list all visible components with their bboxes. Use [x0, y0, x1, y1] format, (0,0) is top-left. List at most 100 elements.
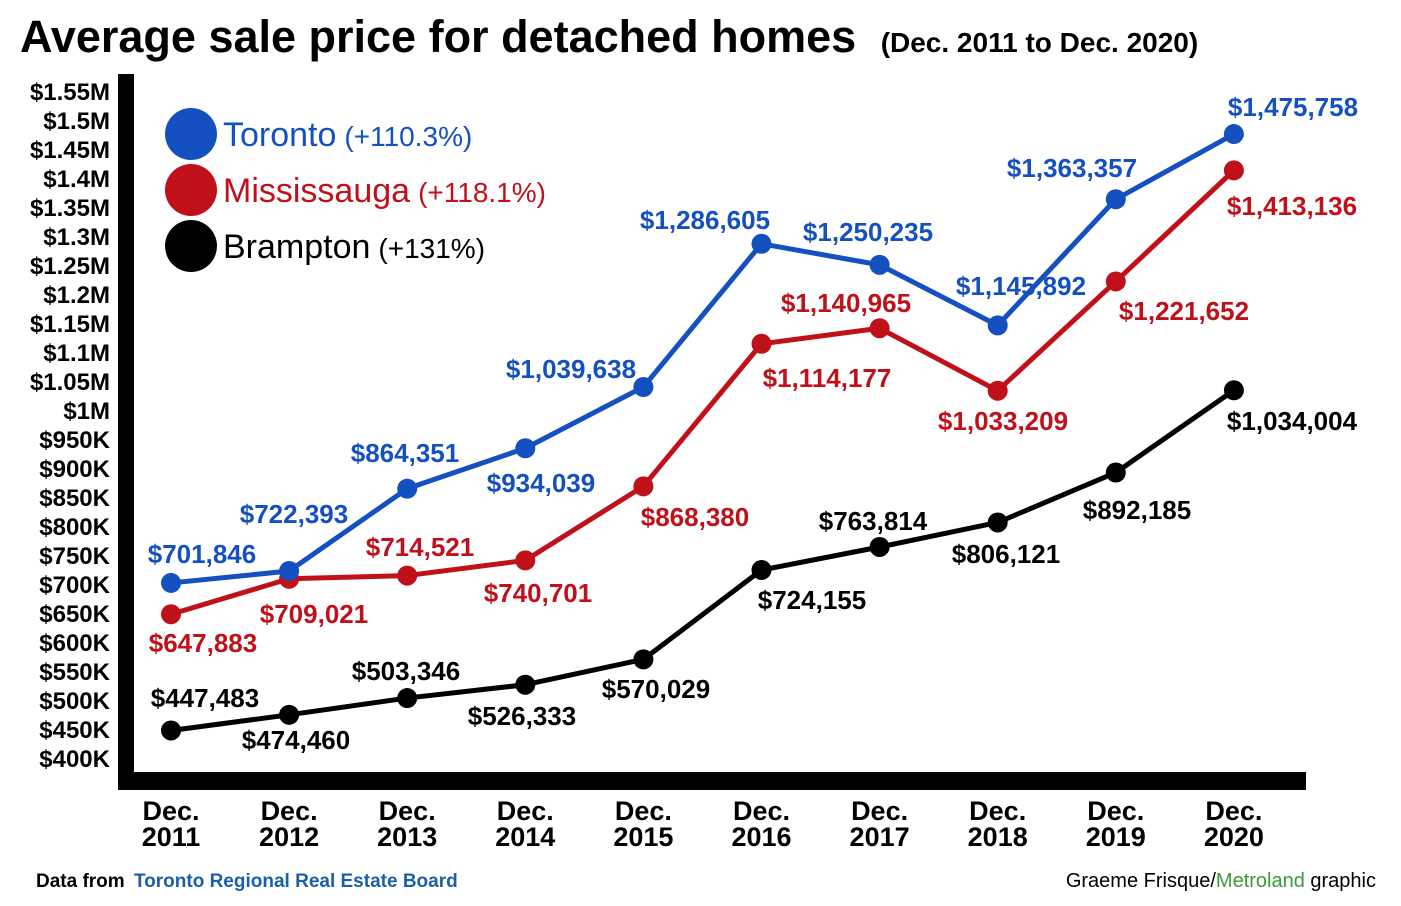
data-label: $647,883 — [149, 628, 257, 658]
data-label: $724,155 — [758, 585, 866, 615]
legend-series-change: (+110.3%) — [344, 121, 472, 152]
series-brampton: $447,483 $474,460 $503,346 $526,333 $570,029… — [151, 380, 1358, 755]
x-tick-label-month: Dec. — [733, 796, 790, 826]
y-tick-label: $800K — [39, 514, 110, 541]
data-label: $526,333 — [468, 701, 576, 731]
x-tick-label-year: 2016 — [731, 822, 791, 852]
y-tick-label: $1.2M — [43, 282, 110, 309]
legend-item-toronto: Toronto (+110.3%) — [165, 108, 472, 160]
data-point — [1223, 380, 1244, 401]
data-label: $806,121 — [952, 539, 1060, 569]
x-tick-label-month: Dec. — [851, 796, 908, 826]
y-tick-label: $550K — [39, 659, 110, 686]
data-label: $1,286,605 — [640, 205, 770, 235]
y-tick-label: $600K — [39, 630, 110, 657]
data-label: $763,814 — [819, 506, 928, 536]
x-tick-label-year: 2019 — [1086, 822, 1146, 852]
data-label: $1,114,177 — [763, 363, 892, 393]
y-tick-label: $1.55M — [30, 79, 110, 106]
credit-suffix: graphic — [1305, 870, 1376, 892]
data-point — [751, 333, 772, 354]
x-tick-label-year: 2011 — [142, 822, 201, 852]
data-label: $868,380 — [641, 502, 749, 532]
y-tick-label: $1.5M — [43, 108, 110, 135]
x-tick-label-month: Dec. — [261, 796, 318, 826]
data-label: $1,039,638 — [506, 354, 636, 384]
data-point — [869, 536, 890, 557]
legend-label: Brampton (+131%) — [223, 228, 485, 266]
legend-item-brampton: Brampton (+131%) — [165, 220, 485, 272]
data-label: $1,033,209 — [938, 406, 1068, 436]
y-tick-label: $500K — [39, 688, 110, 715]
data-point — [987, 512, 1008, 533]
data-label: $892,185 — [1083, 495, 1191, 525]
x-tick-label-month: Dec. — [379, 796, 436, 826]
y-tick-label: $1.4M — [43, 166, 110, 193]
y-tick-label: $1.1M — [43, 340, 110, 367]
series-line — [170, 388, 1236, 733]
y-tick-label: $650K — [39, 601, 110, 628]
data-label: $709,021 — [260, 599, 368, 629]
x-tick-label-year: 2013 — [377, 822, 437, 852]
y-tick-label: $1.3M — [43, 224, 110, 251]
data-point — [869, 318, 890, 339]
y-tick-label: $1.25M — [30, 253, 110, 280]
x-tick-label-month: Dec. — [969, 796, 1026, 826]
series-line — [170, 131, 1236, 586]
credit-org: Metroland — [1216, 870, 1305, 892]
data-label: $934,039 — [487, 468, 595, 498]
title-text: Average sale price for detached homes — [20, 11, 856, 62]
data-point — [161, 604, 181, 625]
data-point — [1223, 160, 1244, 181]
subtitle-text: (Dec. 2011 to Dec. 2020) — [881, 27, 1199, 58]
x-tick-label-year: 2015 — [613, 822, 673, 852]
data-point — [751, 233, 772, 254]
legend-series-name: Toronto — [223, 116, 336, 154]
legend-item-mississauga: Mississauga (+118.1%) — [165, 164, 546, 216]
data-point — [751, 559, 772, 580]
legend-label: Mississauga (+118.1%) — [223, 172, 546, 210]
x-tick-label-year: 2012 — [259, 822, 319, 852]
y-tick-label: $900K — [39, 456, 110, 483]
data-point — [1105, 271, 1126, 292]
legend-series-name: Brampton — [223, 228, 370, 266]
data-label: $570,029 — [602, 674, 710, 704]
y-tick-label: $1.05M — [30, 369, 110, 396]
data-point — [987, 380, 1008, 401]
chart-title: Average sale price for detached homes (D… — [20, 11, 1198, 62]
x-tick-label-month: Dec. — [615, 796, 672, 826]
data-label: $1,140,965 — [781, 288, 911, 318]
x-tick-label-month: Dec. — [1087, 796, 1144, 826]
data-point — [869, 254, 890, 275]
data-point — [397, 478, 418, 499]
data-point — [1105, 462, 1126, 483]
legend-marker — [165, 108, 217, 160]
data-point — [515, 550, 536, 571]
source-name: Toronto Regional Real Estate Board — [134, 871, 458, 892]
y-tick-label: $1M — [63, 398, 110, 425]
legend-marker — [165, 220, 217, 272]
legend-marker — [165, 164, 217, 216]
data-label: $701,846 — [148, 539, 256, 569]
data-point — [1105, 189, 1126, 210]
data-label: $447,483 — [151, 683, 259, 713]
series-toronto: $701,846 $722,393 $864,351 $934,039 $1,039,6… — [148, 92, 1358, 593]
data-point — [515, 674, 536, 695]
y-tick-label: $750K — [39, 543, 110, 570]
data-label: $740,701 — [484, 578, 592, 608]
legend-series-name: Mississauga — [223, 172, 410, 210]
credit-name: Graeme Frisque/ — [1066, 870, 1216, 892]
y-tick-label: $1.15M — [30, 311, 110, 338]
data-point — [397, 688, 418, 709]
data-label: $1,250,235 — [803, 217, 933, 247]
y-tick-label: $450K — [39, 717, 110, 744]
x-tick-label-year: 2014 — [495, 822, 555, 852]
x-tick-label-year: 2017 — [850, 822, 910, 852]
legend-series-change: (+131%) — [378, 233, 485, 264]
series-line — [170, 168, 1236, 617]
y-axis-ticks: $400K$450K$500K$550K$600K$650K$700K$750K… — [30, 79, 111, 773]
data-label: $1,221,652 — [1119, 296, 1249, 326]
series-mississauga: $647,883$709,021 $714,521 $740,701 $868,380… — [149, 160, 1357, 658]
data-label: $1,363,357 — [1007, 153, 1137, 183]
legend-label: Toronto (+110.3%) — [223, 116, 472, 154]
